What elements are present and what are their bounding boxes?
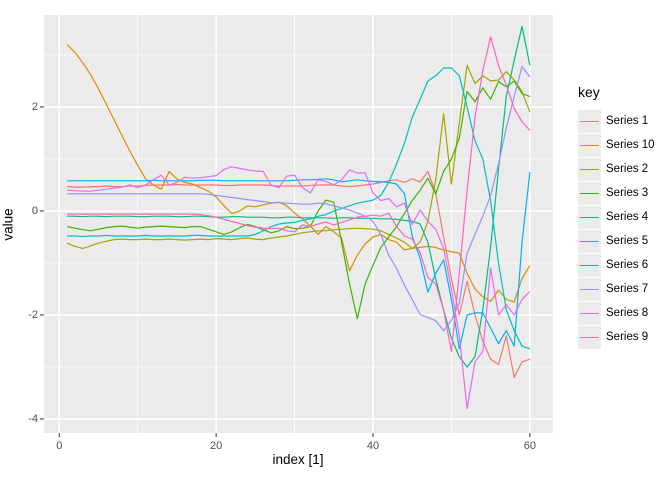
series-line-series-7	[67, 65, 531, 332]
legend-key-swatch	[578, 229, 601, 253]
panel-background	[44, 15, 553, 433]
x-axis-title: index [1]	[272, 452, 324, 467]
series-line-series-8	[67, 166, 531, 410]
y-axis-title: value	[0, 208, 16, 241]
legend-key-swatch	[578, 205, 601, 229]
y-tick-label: -2	[28, 308, 38, 321]
legend-label: Series 4	[606, 211, 649, 223]
legend-item-series-1: Series 1	[578, 109, 655, 133]
y-tick-label: -4	[28, 412, 38, 425]
legend-item-series-6: Series 6	[578, 253, 655, 277]
series-line-series-6	[67, 171, 531, 350]
legend-item-series-4: Series 4	[578, 205, 655, 229]
legend-key-swatch	[578, 325, 601, 349]
series-line-series-10	[66, 44, 531, 303]
legend-label: Series 8	[606, 307, 649, 319]
legend-item-series-7: Series 7	[578, 277, 655, 301]
legend-label: Series 9	[606, 331, 649, 343]
legend-label: Series 1	[606, 115, 649, 127]
legend-key-swatch	[578, 277, 601, 301]
legend-key-line	[580, 168, 599, 171]
legend-label: Series 6	[606, 259, 649, 271]
legend-label: Series 2	[606, 163, 649, 175]
legend-item-series-10: Series 10	[578, 133, 655, 157]
legend-item-series-2: Series 2	[578, 157, 655, 181]
legend-key-swatch	[578, 253, 601, 277]
legend-key-swatch	[578, 109, 601, 133]
legend-key-line	[580, 336, 599, 339]
y-tick-label: 2	[31, 101, 38, 114]
legend: key Series 1 Series 10 Series 2 Series 3 Ser…	[578, 84, 655, 349]
legend-key-swatch	[578, 301, 601, 325]
legend-key-line	[580, 192, 599, 195]
legend-label: Series 10	[606, 139, 655, 151]
legend-key-line	[580, 240, 599, 243]
legend-label: Series 5	[606, 235, 649, 247]
y-tick-label: 0	[31, 205, 38, 217]
x-tick-label: 20	[210, 440, 223, 452]
x-tick-label: 60	[523, 440, 536, 452]
legend-label: Series 3	[606, 187, 649, 199]
legend-key-line	[580, 120, 599, 123]
series-line-series-9	[67, 36, 531, 352]
legend-key-line	[580, 144, 599, 147]
legend-key-swatch	[578, 157, 601, 181]
legend-item-series-9: Series 9	[578, 325, 655, 349]
legend-item-series-5: Series 5	[578, 229, 655, 253]
series-line-series-5	[67, 67, 531, 350]
legend-title: key	[578, 84, 600, 100]
legend-key-line	[580, 312, 599, 315]
legend-key-line	[580, 216, 599, 219]
legend-rows: Series 1 Series 10 Series 2 Series 3 Series …	[578, 109, 655, 349]
series-line-series-2	[66, 64, 531, 249]
legend-item-series-8: Series 8	[578, 301, 655, 325]
x-tick-label: 40	[366, 440, 380, 452]
legend-key-line	[580, 264, 599, 267]
x-tick-label: 0	[56, 440, 63, 452]
legend-key-swatch	[578, 133, 601, 157]
legend-item-series-3: Series 3	[578, 181, 655, 205]
legend-key-swatch	[578, 181, 601, 205]
legend-label: Series 7	[606, 283, 649, 295]
legend-key-line	[580, 288, 599, 291]
